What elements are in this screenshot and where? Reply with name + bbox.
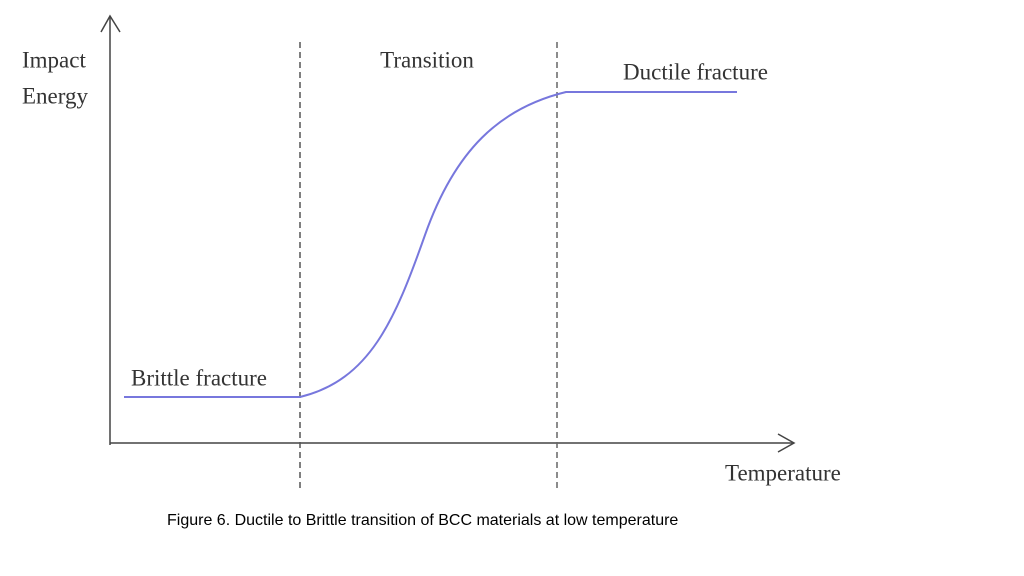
y-axis-arrow: [100, 14, 121, 33]
x-axis-arrow: [777, 433, 796, 453]
region-label: Transition: [380, 47, 474, 72]
region-label: Ductile fracture: [623, 59, 768, 84]
region-label: Brittle fracture: [131, 365, 267, 390]
y-axis-label: Impact: [22, 47, 86, 72]
transition-curve: [124, 91, 737, 398]
caption: Figure 6. Ductile to Brittle transition …: [167, 512, 678, 529]
x-axis-label: Temperature: [725, 460, 841, 485]
y-axis-label: Energy: [22, 83, 89, 108]
